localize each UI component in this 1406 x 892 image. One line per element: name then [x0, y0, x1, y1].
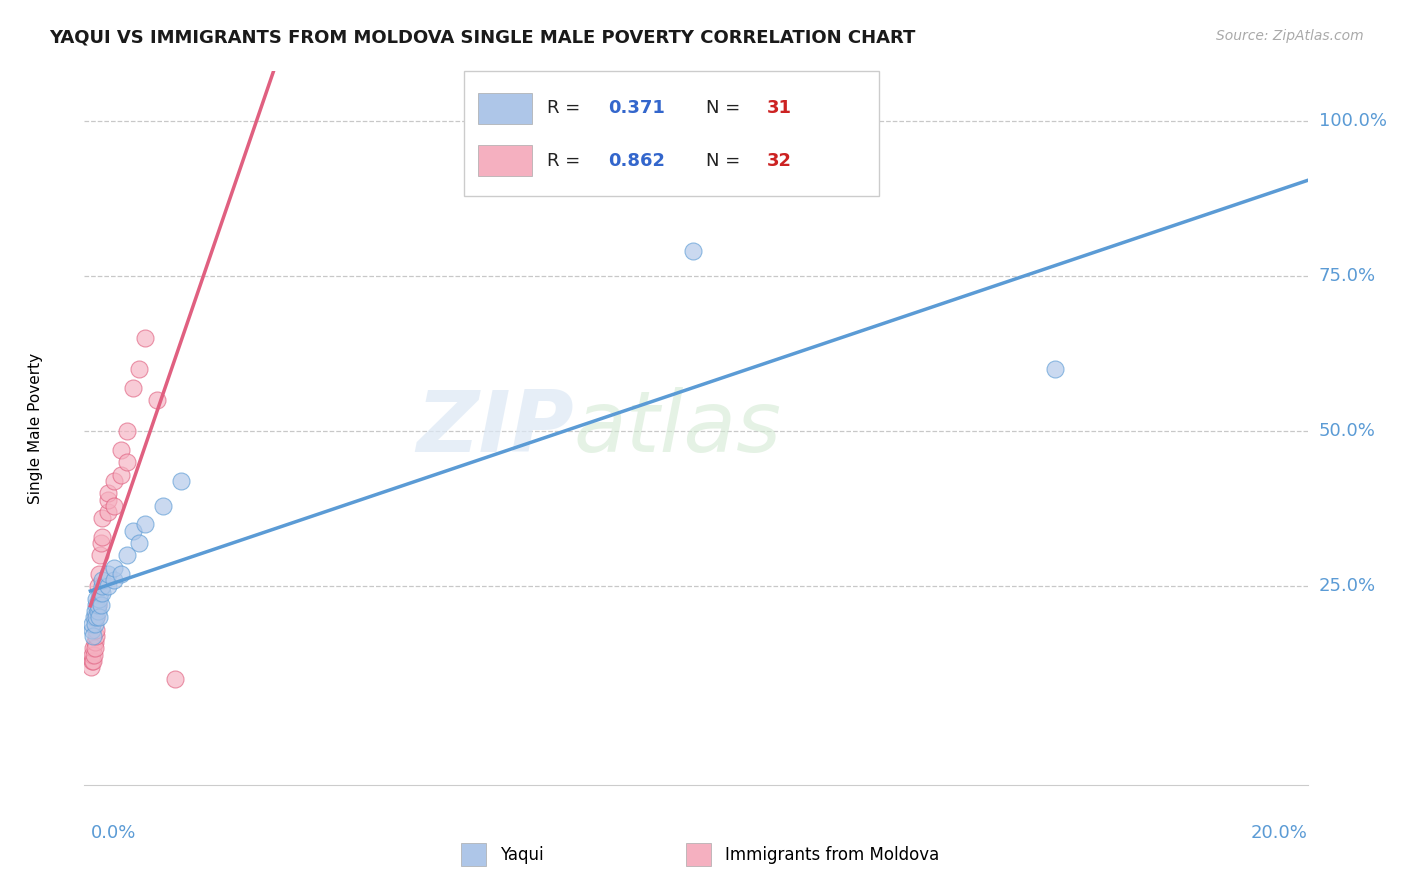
Point: [89, 566, 111, 581]
Text: 20.0%: 20.0%: [1251, 824, 1308, 842]
Point: [110, 566, 132, 581]
Point: [91, 585, 114, 599]
Point: [97, 492, 120, 507]
Point: [152, 499, 174, 513]
Point: [84, 616, 107, 631]
Point: [134, 517, 156, 532]
Text: 25.0%: 25.0%: [1319, 577, 1376, 595]
Point: [128, 362, 150, 376]
Point: [89, 549, 111, 563]
Text: N =: N =: [706, 100, 745, 118]
Text: N =: N =: [706, 152, 745, 169]
Point: [103, 499, 125, 513]
Point: [1043, 362, 1066, 376]
Text: 75.0%: 75.0%: [1319, 267, 1376, 285]
Point: [87, 579, 110, 593]
Point: [90, 536, 112, 550]
Point: [87, 598, 110, 612]
Text: 0.371: 0.371: [607, 100, 665, 118]
Point: [103, 573, 125, 587]
Point: [86, 604, 108, 618]
Point: [83, 604, 105, 618]
Point: [128, 536, 150, 550]
Point: [110, 467, 132, 482]
Point: [103, 561, 125, 575]
Point: [80, 660, 103, 674]
Point: [115, 455, 138, 469]
Text: 0.0%: 0.0%: [90, 824, 136, 842]
Point: [86, 591, 108, 606]
Text: 31: 31: [766, 100, 792, 118]
Text: R =: R =: [547, 100, 586, 118]
Point: [115, 424, 138, 438]
Point: [89, 591, 111, 606]
Text: 0.862: 0.862: [607, 152, 665, 169]
Text: Single Male Poverty: Single Male Poverty: [28, 352, 44, 504]
Point: [82, 616, 104, 631]
Point: [86, 610, 108, 624]
Point: [87, 610, 110, 624]
Point: [134, 331, 156, 345]
Point: [97, 486, 120, 500]
Point: [83, 610, 105, 624]
Point: [97, 505, 120, 519]
Point: [682, 244, 704, 259]
Point: [83, 635, 105, 649]
Point: [86, 598, 108, 612]
Point: [170, 474, 193, 488]
Point: [90, 598, 112, 612]
FancyBboxPatch shape: [461, 843, 486, 866]
Point: [82, 654, 104, 668]
Point: [91, 530, 114, 544]
Point: [121, 524, 143, 538]
Text: Immigrants from Moldova: Immigrants from Moldova: [725, 846, 939, 863]
Point: [115, 549, 138, 563]
Text: 100.0%: 100.0%: [1319, 112, 1386, 130]
Point: [103, 474, 125, 488]
Point: [82, 641, 104, 656]
Point: [83, 648, 105, 662]
Point: [91, 573, 114, 587]
Point: [97, 566, 120, 581]
Text: R =: R =: [547, 152, 586, 169]
Point: [80, 654, 103, 668]
Point: [86, 623, 108, 637]
Point: [110, 442, 132, 457]
Point: [82, 648, 104, 662]
Point: [80, 623, 103, 637]
Point: [82, 629, 104, 643]
Text: atlas: atlas: [574, 386, 782, 470]
Point: [86, 598, 108, 612]
Point: [145, 393, 167, 408]
FancyBboxPatch shape: [478, 145, 531, 177]
Point: [84, 641, 107, 656]
Point: [91, 511, 114, 525]
Point: [84, 610, 107, 624]
Text: 32: 32: [766, 152, 792, 169]
FancyBboxPatch shape: [478, 93, 531, 124]
Point: [97, 579, 120, 593]
Point: [91, 579, 114, 593]
Point: [163, 673, 186, 687]
Text: YAQUI VS IMMIGRANTS FROM MOLDOVA SINGLE MALE POVERTY CORRELATION CHART: YAQUI VS IMMIGRANTS FROM MOLDOVA SINGLE …: [49, 29, 915, 46]
FancyBboxPatch shape: [686, 843, 711, 866]
Text: Source: ZipAtlas.com: Source: ZipAtlas.com: [1216, 29, 1364, 43]
FancyBboxPatch shape: [464, 71, 880, 196]
Text: Yaqui: Yaqui: [501, 846, 544, 863]
Text: ZIP: ZIP: [416, 386, 574, 470]
Point: [84, 629, 107, 643]
Text: 50.0%: 50.0%: [1319, 422, 1375, 441]
Point: [121, 381, 143, 395]
Point: [89, 585, 111, 599]
